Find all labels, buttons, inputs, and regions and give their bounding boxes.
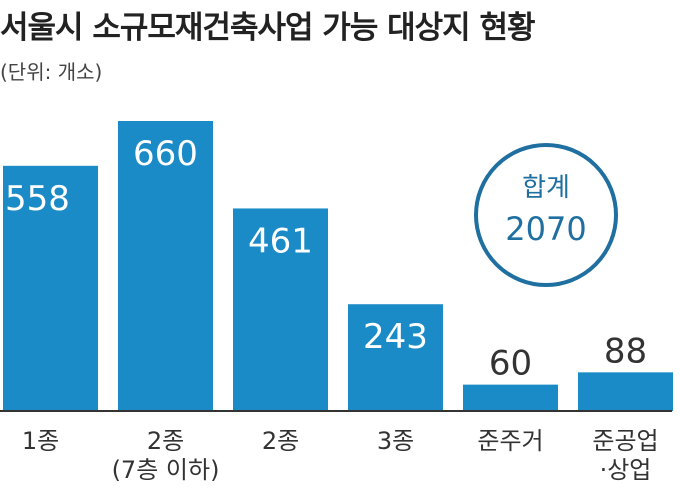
category-label-0: 1종 — [22, 427, 59, 455]
bar-1 — [118, 121, 213, 411]
bar-2 — [233, 208, 328, 411]
bar-3 — [348, 304, 443, 411]
category-label-2: 2종 — [262, 427, 299, 455]
bar-4 — [463, 384, 558, 411]
category-label-1: 2종 — [147, 427, 184, 455]
total-badge: 합계 2070 — [474, 143, 618, 287]
bar-value-5: 88 — [604, 331, 647, 371]
total-circle — [474, 143, 618, 287]
bar-0 — [3, 165, 98, 411]
chart-title: 서울시 소규모재건축사업 가능 대상지 현황 — [0, 10, 536, 46]
bar-value-4: 60 — [489, 344, 532, 384]
category-label-4: 준주거 — [477, 427, 543, 455]
category-label-1-line2: (7층 이하) — [112, 456, 220, 484]
bar-5 — [578, 372, 673, 411]
bar-value-0: 558 — [5, 179, 70, 219]
total-label: 합계 — [522, 173, 570, 203]
total-value: 2070 — [505, 210, 586, 248]
bar-value-3: 243 — [363, 317, 428, 357]
category-label-5: 준공업 — [592, 427, 658, 455]
bar-value-2: 461 — [248, 221, 313, 261]
category-label-3: 3종 — [377, 427, 414, 455]
bar-value-1: 660 — [133, 134, 198, 174]
category-label-5-line2: ·상업 — [600, 456, 652, 484]
unit-note: (단위: 개소) — [0, 60, 103, 84]
